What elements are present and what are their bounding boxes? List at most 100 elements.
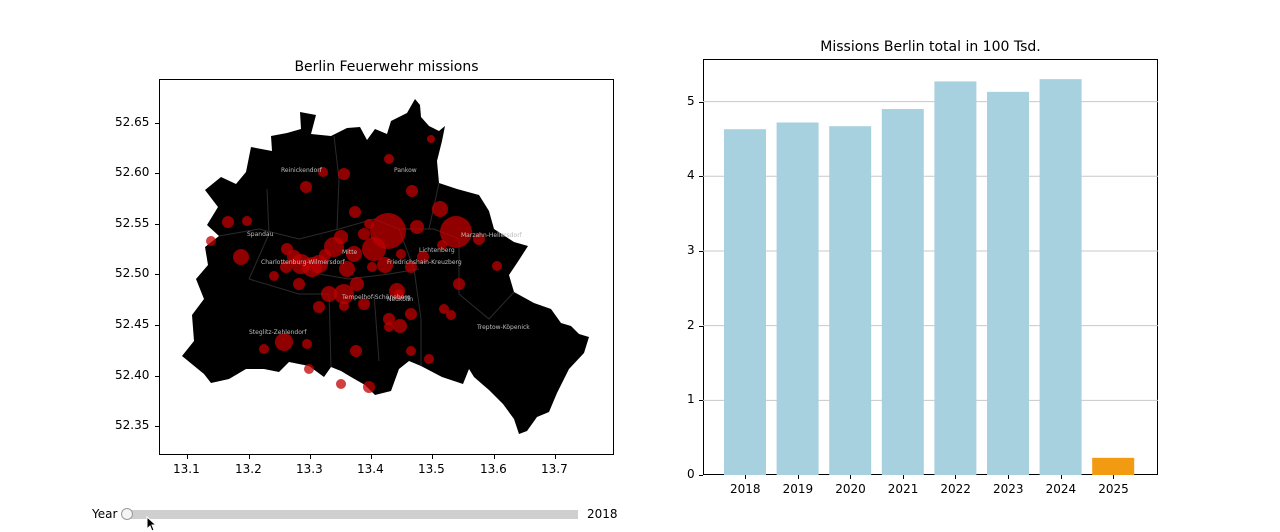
mission-point <box>338 168 350 180</box>
mission-point <box>334 230 348 244</box>
district-label: Charlottenburg-Wilmersdorf <box>261 259 346 266</box>
district-label: Tempelhof-Schöneberg <box>341 294 411 301</box>
bar-y-tick-mark <box>699 101 703 103</box>
mission-point <box>362 237 386 261</box>
mission-point <box>302 257 322 277</box>
map-x-tick-label: 13.5 <box>418 462 445 476</box>
mission-point <box>410 220 424 234</box>
bar-y-tick-label: 1 <box>687 392 695 407</box>
bar-y-tick-mark <box>699 400 703 402</box>
map-x-tick-mark <box>494 455 495 459</box>
mission-point <box>259 344 269 354</box>
bar-x-tick-mark <box>745 475 746 479</box>
bar-y-tick-label: 3 <box>687 242 695 257</box>
mission-point <box>396 249 406 259</box>
district-label: Neukölln <box>387 296 413 303</box>
bar-x-tick-label: 2018 <box>730 482 761 496</box>
map-y-tick-mark <box>155 426 159 427</box>
mission-point <box>384 154 394 164</box>
bar-x-tick-label: 2020 <box>835 482 866 496</box>
map-y-tick-mark <box>155 123 159 124</box>
map-y-tick-label: 52.65 <box>115 115 150 129</box>
mission-point <box>321 286 337 302</box>
bar-2019 <box>776 122 819 475</box>
map-y-tick-label: 52.45 <box>115 317 150 331</box>
map-x-tick-label: 13.4 <box>357 462 384 476</box>
map-y-tick-label: 52.40 <box>115 368 150 382</box>
map-y-tick-label: 52.60 <box>115 165 150 179</box>
mission-point <box>349 206 361 218</box>
mission-point <box>350 277 364 291</box>
district-label: Marzahn-Hellersdorf <box>461 232 523 239</box>
mission-point <box>384 322 394 332</box>
mission-point <box>280 261 292 273</box>
bar-x-tick-label: 2023 <box>993 482 1024 496</box>
map-y-tick-mark <box>155 173 159 174</box>
mission-point <box>437 240 447 250</box>
bar-y-tick-label: 5 <box>687 93 695 108</box>
mission-point <box>222 216 234 228</box>
bar-y-tick-label: 4 <box>687 168 695 183</box>
bar-y-tick-mark <box>699 475 703 476</box>
map-y-tick-label: 52.35 <box>115 418 150 432</box>
district-borders <box>218 135 515 368</box>
bar-chart-title: Missions Berlin total in 100 Tsd. <box>820 39 1041 55</box>
mission-point <box>383 313 395 325</box>
mission-point <box>334 284 354 304</box>
mission-point <box>319 249 331 261</box>
year-slider-handle[interactable] <box>121 508 133 520</box>
mission-point <box>304 364 314 374</box>
bar-x-tick-mark <box>955 475 957 479</box>
mission-point <box>406 346 416 356</box>
mission-point <box>364 219 374 229</box>
mission-point <box>363 381 375 393</box>
mission-point <box>394 289 404 299</box>
mission-points <box>206 135 502 393</box>
district-label: Reinickendorf <box>281 167 323 174</box>
bar-x-tick-label: 2021 <box>887 482 919 496</box>
bar-x-tick-label: 2019 <box>782 482 814 496</box>
bar-axes-frame <box>703 59 1158 475</box>
mission-point <box>424 354 434 364</box>
mission-point <box>440 216 472 248</box>
bar-x-tick-mark <box>1060 475 1062 479</box>
mission-point <box>346 246 362 262</box>
district-label: Friedrichshain-Kreuzberg <box>387 259 462 266</box>
bar-chart <box>703 79 1158 476</box>
year-slider-track[interactable] <box>128 510 578 519</box>
mission-point <box>432 201 448 217</box>
map-y-tick-mark <box>155 224 159 225</box>
district-label: Lichtenberg <box>419 247 455 254</box>
district-label: Mitte <box>342 249 358 256</box>
bar-2018 <box>724 129 766 476</box>
map-x-tick-mark <box>187 455 188 459</box>
district-label: Pankow <box>394 167 417 174</box>
map-y-tick-mark <box>155 376 159 377</box>
map-x-tick-label: 13.6 <box>480 462 507 476</box>
mission-point <box>313 301 325 313</box>
bar-x-tick-mark <box>1008 475 1009 479</box>
mouse-pointer-icon <box>146 515 158 532</box>
map-x-tick-label: 13.1 <box>173 462 200 476</box>
mission-point <box>367 262 377 272</box>
bar-x-tick-mark <box>902 475 904 479</box>
bar-2022 <box>934 81 977 475</box>
map-x-tick-label: 13.2 <box>235 462 262 476</box>
mission-point <box>281 243 293 255</box>
bar-x-tick-label: 2022 <box>940 482 971 496</box>
mission-point <box>302 339 312 349</box>
mission-point <box>377 257 393 273</box>
mission-point <box>318 167 328 177</box>
map-x-tick-mark <box>432 455 433 459</box>
bar-y-tick-label: 2 <box>687 317 695 332</box>
bar-x-tick-mark <box>850 475 852 479</box>
bar-y-tick-label: 0 <box>687 467 695 481</box>
bar-x-tick-mark <box>797 475 799 479</box>
map-x-tick-label: 13.7 <box>541 462 568 476</box>
bar-y-tick-mark <box>699 325 703 327</box>
bar-2024 <box>1039 79 1082 476</box>
bar-x-tick-mark <box>1113 475 1115 479</box>
bar-y-tick-mark <box>699 176 703 178</box>
bar-2020 <box>829 126 872 476</box>
map-title: Berlin Feuerwehr missions <box>294 59 479 75</box>
